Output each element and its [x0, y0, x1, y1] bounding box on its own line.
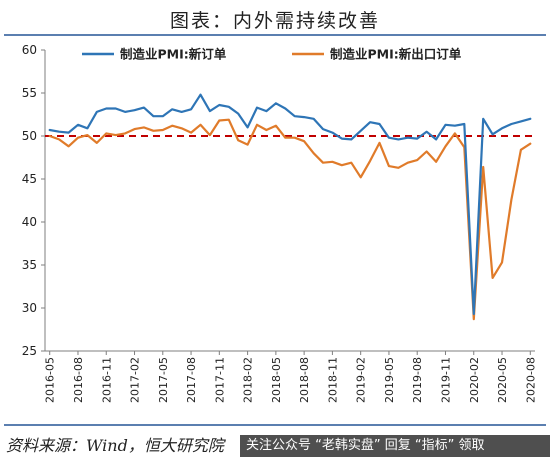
x-tick-label: 2019-08: [411, 357, 424, 403]
source-note: 资料来源：Wind，恒大研究院: [6, 436, 224, 455]
y-tick-label: 55: [22, 86, 37, 100]
x-tick-label: 2017-08: [185, 357, 198, 403]
x-tick-label: 2019-02: [355, 357, 368, 403]
x-tick-label: 2017-02: [129, 357, 142, 403]
y-tick-label: 25: [22, 344, 37, 358]
series-line-2: [48, 118, 532, 321]
watermark-overlay: 关注公众号 “老韩实盘” 回复 “指标” 领取: [240, 435, 550, 457]
x-tick-label: 2020-08: [524, 357, 537, 403]
y-tick-label: 30: [22, 301, 37, 315]
x-tick-label: 2017-11: [213, 357, 226, 403]
title-underline: [4, 34, 546, 36]
x-tick-label: 2016-11: [100, 357, 113, 403]
y-tick-label: 45: [22, 172, 37, 186]
y-tick-label: 35: [22, 258, 37, 272]
x-tick-label: 2018-02: [242, 357, 255, 403]
legend-label-1: 制造业PMI:新订单: [120, 47, 227, 62]
series-line-1: [48, 93, 532, 316]
source-bar: 资料来源：Wind，恒大研究院: [0, 424, 550, 459]
x-tick-label: 2016-05: [44, 357, 57, 403]
legend-label-2: 制造业PMI:新出口订单: [330, 47, 462, 62]
y-tick-label: 60: [22, 43, 37, 57]
pmi-line-chart: 25 30 35 40 45 50 55 60 2016-05 2016-08 2016-11 201…: [22, 43, 538, 403]
y-tick-label: 40: [22, 215, 37, 229]
x-tick-label: 2019-05: [383, 357, 396, 403]
chart-title: 图表：内外需持续改善: [169, 10, 380, 32]
x-tick-label: 2017-05: [157, 357, 170, 403]
x-tick-label: 2016-08: [72, 357, 85, 403]
x-tick-label: 2018-11: [326, 357, 339, 403]
x-tick-label: 2019-11: [439, 357, 452, 403]
title-bar: 图表：内外需持续改善: [0, 0, 550, 36]
x-tick-label: 2018-08: [298, 357, 311, 403]
x-tick-label: 2020-02: [468, 357, 481, 403]
x-tick-label: 2018-05: [270, 357, 283, 403]
x-tick-label: 2020-05: [496, 357, 509, 403]
y-tick-label: 50: [22, 129, 37, 143]
source-divider: [4, 424, 546, 426]
